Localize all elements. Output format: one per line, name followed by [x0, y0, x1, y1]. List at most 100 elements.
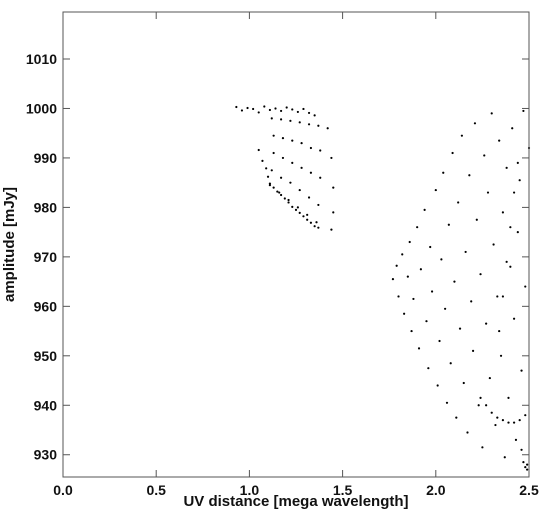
data-point — [317, 124, 320, 127]
data-point — [499, 354, 503, 357]
x-axis-ticks: 0.0 0.5 1.0 1.5 2.0 2.5 — [53, 12, 539, 498]
data-point — [485, 404, 488, 407]
data-point — [276, 190, 279, 193]
data-point — [516, 231, 519, 234]
data-point — [522, 109, 525, 113]
data-point — [406, 275, 409, 278]
data-point — [458, 327, 462, 330]
data-point — [507, 396, 510, 399]
data-point — [298, 188, 301, 192]
y-tick-label: 1000 — [26, 100, 57, 116]
data-point — [279, 109, 283, 113]
data-point — [240, 109, 244, 112]
data-point — [309, 221, 313, 224]
data-point — [524, 414, 527, 417]
data-point — [453, 280, 456, 283]
y-tick-label: 1010 — [26, 51, 57, 67]
data-point — [287, 201, 290, 204]
data-point — [306, 213, 309, 216]
data-point — [279, 193, 283, 197]
data-point — [501, 295, 505, 298]
data-point — [268, 184, 272, 187]
data-point — [492, 243, 495, 246]
data-point — [300, 166, 303, 169]
data-point — [470, 300, 473, 303]
data-point — [488, 376, 491, 380]
data-point — [430, 290, 434, 293]
data-point — [457, 201, 460, 204]
data-point — [291, 205, 294, 209]
data-point — [520, 448, 523, 451]
data-point — [449, 362, 452, 365]
data-point — [317, 203, 320, 207]
data-point — [468, 174, 471, 177]
data-point — [436, 384, 439, 387]
x-tick-label: 2.0 — [426, 482, 446, 498]
data-point — [279, 118, 283, 121]
data-point — [419, 268, 422, 271]
data-point — [265, 167, 268, 170]
data-point — [252, 107, 255, 111]
data-point — [501, 419, 505, 422]
data-point — [512, 191, 516, 194]
data-point — [455, 416, 458, 419]
data-point — [270, 169, 273, 172]
y-tick-label: 970 — [34, 249, 58, 265]
data-point — [479, 396, 482, 399]
data-point — [319, 149, 322, 152]
y-tick-label: 930 — [34, 447, 58, 463]
data-point — [246, 106, 249, 110]
data-point — [516, 161, 519, 164]
data-point — [514, 438, 518, 441]
x-tick-label: 0.5 — [146, 482, 166, 498]
y-tick-label: 980 — [34, 199, 58, 215]
data-point — [442, 171, 445, 174]
data-point — [272, 151, 275, 155]
data-point — [486, 191, 490, 194]
data-point — [326, 127, 329, 130]
data-point — [313, 225, 316, 228]
y-tick-label: 990 — [34, 150, 58, 166]
data-point — [332, 211, 335, 214]
data-point — [466, 431, 469, 434]
data-point — [279, 176, 283, 179]
data-point — [319, 176, 322, 179]
data-point — [281, 156, 285, 160]
data-point — [257, 111, 260, 114]
data-point — [268, 108, 272, 112]
data-point — [412, 297, 415, 301]
data-point — [423, 208, 426, 211]
data-point — [518, 179, 521, 182]
data-point — [296, 206, 299, 209]
data-point — [496, 295, 499, 298]
data-point — [306, 218, 309, 221]
data-point — [471, 349, 475, 352]
data-point — [505, 166, 508, 169]
data-point — [307, 111, 311, 115]
data-point — [520, 369, 523, 372]
data-point — [403, 312, 406, 315]
data-point — [483, 154, 486, 157]
data-point — [501, 211, 505, 214]
data-point — [281, 137, 285, 140]
data-point — [447, 223, 450, 226]
data-point — [490, 112, 493, 115]
data-point — [397, 295, 400, 298]
y-tick-label: 940 — [34, 397, 58, 413]
data-point — [438, 339, 441, 343]
data-point — [425, 320, 428, 323]
data-point — [416, 226, 419, 229]
scatter-points — [235, 105, 531, 471]
data-point — [408, 240, 411, 244]
data-point — [511, 127, 514, 130]
data-point — [263, 105, 266, 108]
data-point — [235, 105, 238, 109]
data-point — [296, 110, 299, 114]
data-point — [444, 307, 447, 310]
data-point — [395, 264, 398, 267]
data-point — [289, 119, 292, 122]
data-point — [429, 245, 432, 249]
data-point — [278, 191, 281, 194]
data-point — [285, 106, 288, 109]
